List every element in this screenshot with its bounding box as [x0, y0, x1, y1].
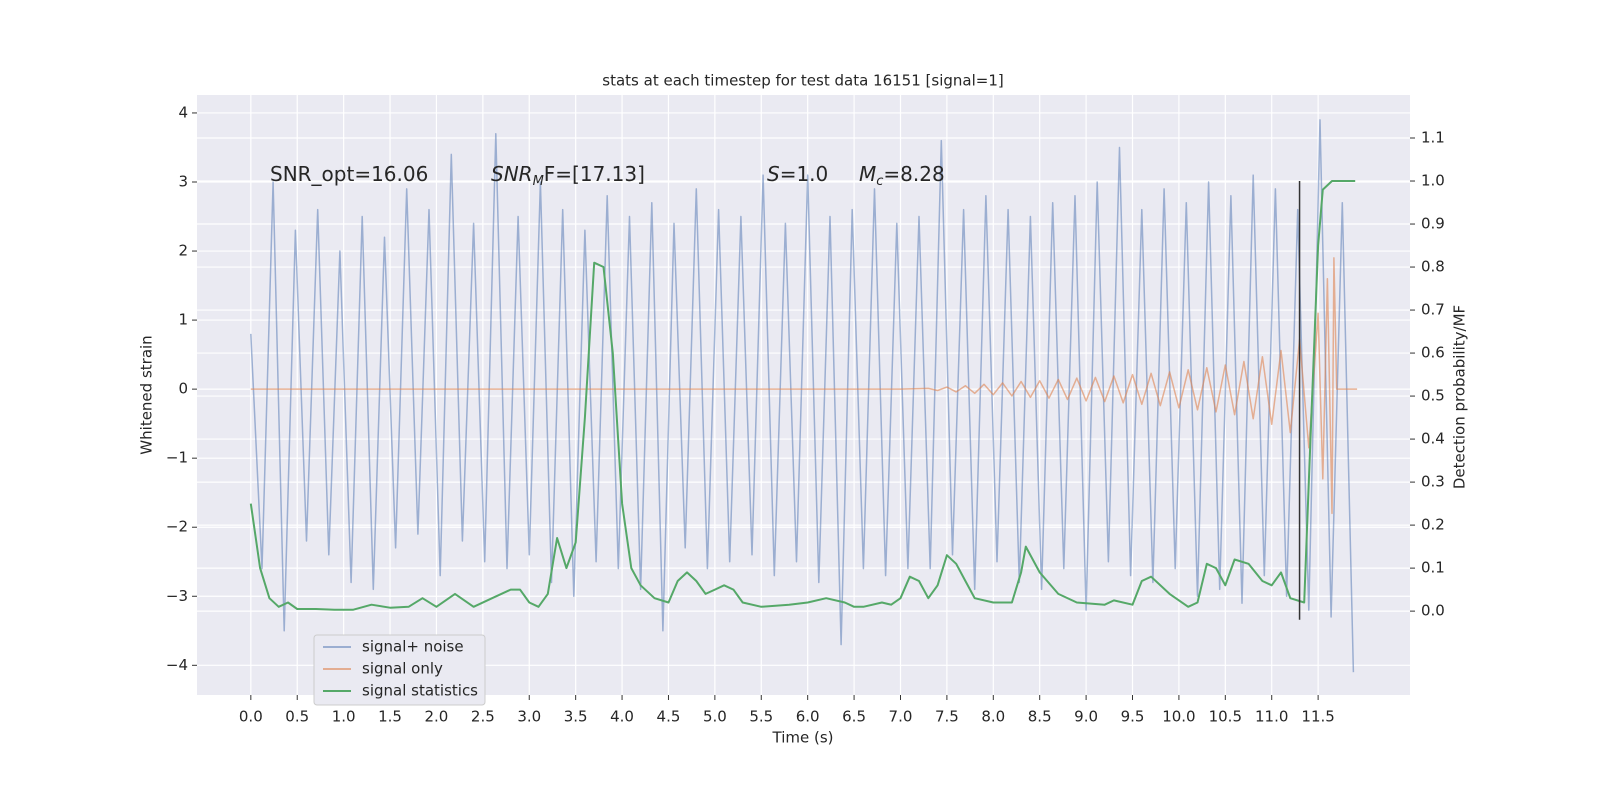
x-tick-label: 9.0	[1074, 708, 1098, 726]
x-tick-label: 1.5	[378, 708, 402, 726]
legend-label: signal+ noise	[362, 638, 464, 656]
x-tick-label: 3.0	[517, 708, 541, 726]
x-tick-label: 3.5	[564, 708, 588, 726]
y-tick-label: 0	[178, 380, 188, 398]
y2-tick-label: 0.6	[1421, 344, 1445, 362]
y2-tick-label: 0.2	[1421, 516, 1445, 534]
y-tick-label: −4	[166, 656, 188, 674]
x-tick-label: 1.0	[332, 708, 356, 726]
y2-tick-label: 0.4	[1421, 430, 1445, 448]
y2-tick-label: 0.0	[1421, 602, 1445, 620]
x-tick-label: 2.0	[425, 708, 449, 726]
y-tick-label: −3	[166, 587, 188, 605]
annotation-part: =8.28	[883, 162, 944, 186]
x-tick-label: 5.5	[749, 708, 773, 726]
annotation-part: M	[533, 174, 544, 189]
y2-axis-label: Detection probability/MF	[1451, 305, 1469, 489]
annotation-part: S	[767, 162, 780, 186]
legend-box	[313, 634, 486, 706]
y-tick-label: 2	[178, 242, 188, 260]
annotation-part: F=[17.13]	[544, 162, 645, 186]
x-tick-label: 11.0	[1255, 708, 1288, 726]
x-tick-label: 10.0	[1162, 708, 1195, 726]
x-tick-label: 7.0	[889, 708, 913, 726]
y2-tick-label: 0.9	[1421, 215, 1445, 233]
series-line	[249, 180, 1356, 611]
y2-tick-label: 1.0	[1421, 172, 1445, 190]
x-tick-label: 8.0	[981, 708, 1005, 726]
annotation: Mc=8.28	[859, 162, 945, 189]
x-tick-label: 5.0	[703, 708, 727, 726]
x-tick-label: 4.5	[657, 708, 681, 726]
annotation-part: M	[859, 162, 876, 186]
annotation: S=1.0	[767, 162, 828, 186]
legend-label: signal statistics	[362, 682, 478, 700]
y-axis-label: Whitened strain	[138, 335, 156, 454]
x-tick-label: 10.5	[1209, 708, 1242, 726]
chart-title: stats at each timestep for test data 161…	[602, 72, 1003, 90]
series-line	[250, 257, 1358, 515]
y-tick-label: 4	[178, 103, 188, 121]
x-tick-label: 0.5	[285, 708, 309, 726]
annotation-part: c	[876, 174, 883, 189]
annotation: SNR_opt=16.06	[270, 162, 428, 186]
x-tick-label: 6.0	[796, 708, 820, 726]
y-tick-label: −1	[166, 449, 188, 467]
x-tick-label: 8.5	[1028, 708, 1052, 726]
y2-tick-label: 0.7	[1421, 301, 1445, 319]
y2-tick-label: 0.1	[1421, 559, 1445, 577]
x-tick-label: 11.5	[1301, 708, 1334, 726]
y-tick-label: 1	[178, 311, 188, 329]
series-line	[250, 119, 1355, 673]
x-tick-label: 7.5	[935, 708, 959, 726]
annotation-part: SNR_opt=16.06	[270, 162, 428, 186]
x-tick-label: 6.5	[842, 708, 866, 726]
y-tick-label: 3	[178, 172, 188, 190]
y2-tick-label: 0.5	[1421, 387, 1445, 405]
x-tick-label: 0.0	[239, 708, 263, 726]
y2-tick-label: 0.8	[1421, 258, 1445, 276]
y2-tick-label: 1.1	[1421, 129, 1445, 147]
x-tick-label: 4.0	[610, 708, 634, 726]
x-axis-label: Time (s)	[772, 729, 834, 747]
y2-tick-label: 0.3	[1421, 473, 1445, 491]
annotation: SNRMF=[17.13]	[491, 162, 645, 189]
legend-label: signal only	[362, 660, 443, 678]
annotation-part: SNR	[491, 162, 533, 186]
x-tick-label: 9.5	[1121, 708, 1145, 726]
annotation-part: =1.0	[780, 162, 829, 186]
y-tick-label: −2	[166, 518, 188, 536]
x-tick-label: 2.5	[471, 708, 495, 726]
